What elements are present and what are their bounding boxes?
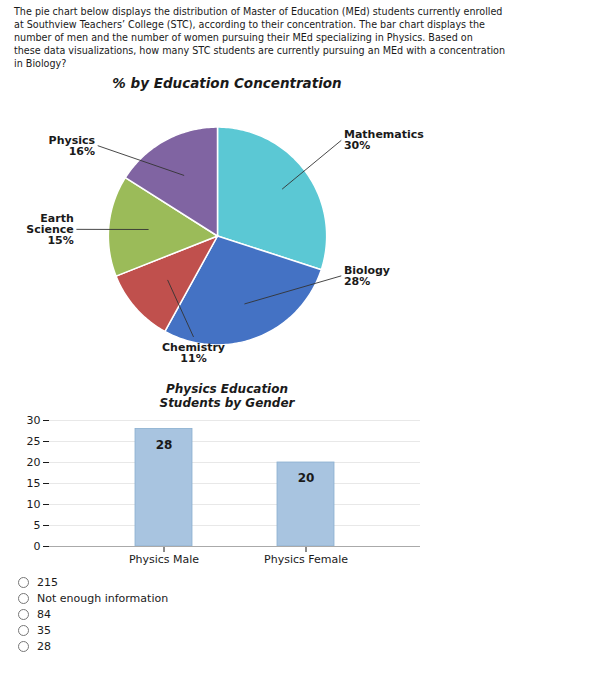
html-text:28: 28	[37, 640, 51, 653]
svg-text:Physics Female: Physics Female	[264, 554, 348, 567]
html-text:The pie chart below displays t: The pie chart below displays the distrib…	[14, 6, 505, 69]
svg-text:20: 20	[298, 472, 315, 486]
svg-text:Physics Male: Physics Male	[129, 554, 199, 567]
svg-text:28: 28	[156, 438, 173, 452]
html-text:Physics Education Students by: Physics Education Students by Gender	[159, 381, 295, 411]
svg-text:25: 25	[27, 435, 41, 448]
html-text:% by Education Concentration: % by Education Concentration	[112, 74, 342, 91]
svg-text:5: 5	[34, 519, 41, 532]
html-text:84: 84	[37, 608, 51, 621]
svg-text:30: 30	[27, 414, 41, 427]
svg-text:Chemistry11%: Chemistry11%	[162, 341, 225, 365]
html-text:Not enough information: Not enough information	[37, 592, 169, 605]
svg-text:15: 15	[27, 477, 41, 490]
svg-text:EarthScience15%: EarthScience15%	[26, 212, 74, 247]
html-text:35: 35	[37, 624, 51, 637]
svg-text:10: 10	[27, 498, 41, 511]
svg-text:0: 0	[34, 540, 41, 553]
html-text:215: 215	[37, 576, 58, 589]
svg-text:20: 20	[27, 456, 41, 469]
svg-text:Physics16%: Physics16%	[49, 133, 96, 157]
svg-text:Mathematics30%: Mathematics30%	[344, 128, 424, 152]
svg-text:Biology28%: Biology28%	[344, 264, 390, 288]
